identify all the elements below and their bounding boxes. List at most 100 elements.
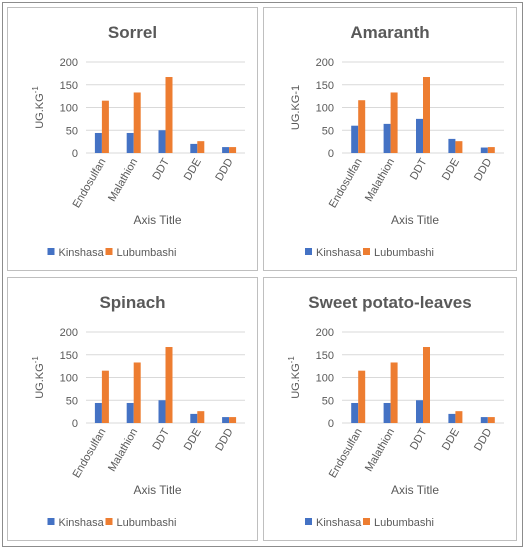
chart-panel-sweet-potato-leaves: Sweet potato-leaves 0 50 100 150 200 UG.KG-1 En…	[263, 277, 517, 541]
y-tick-label: 50	[322, 125, 334, 137]
y-tick-label: 150	[316, 80, 334, 92]
y-tick-label: 50	[66, 395, 78, 407]
chart-title: Amaranth	[350, 23, 429, 42]
y-tick-label: 50	[322, 395, 334, 407]
bar-lubumbashi-malathion	[133, 362, 141, 423]
figure-frame: Sorrel 0 50 100 150 200 UG.KG-1 Endosulfan Malat…	[2, 2, 523, 547]
y-tick-label: 100	[60, 103, 78, 115]
y-axis-label: UG.KG-1	[290, 85, 302, 130]
y-tick-label: 200	[60, 327, 78, 339]
bar-lubumbashi-endosulfan	[101, 370, 109, 423]
bar-kinshasa-ddt	[416, 400, 423, 423]
legend-label-lubumbashi: Lubumbashi	[117, 247, 177, 259]
bar-kinshasa-ddd	[222, 147, 230, 153]
chart-svg: Amaranth 0 50 100 150 200 UG.KG-1 EndosulfanMal…	[290, 23, 504, 259]
chart-svg: Sweet potato-leaves 0 50 100 150 200 UG.KG-1 En…	[287, 293, 504, 529]
legend-label-kinshasa: Kinshasa	[59, 517, 105, 529]
bar-lubumbashi-malathion	[390, 92, 398, 153]
y-axis-label-text: UG.KG	[290, 363, 302, 398]
y-axis-label-superscript: -1	[287, 356, 296, 364]
chart-title: Sweet potato-leaves	[308, 293, 471, 312]
chart-title: Spinach	[99, 293, 165, 312]
y-tick-label: 50	[66, 125, 78, 137]
y-axis-label: UG.KG-1	[31, 86, 46, 129]
y-tick-label: 150	[60, 350, 78, 362]
y-axis-label-text: UG.KG	[34, 93, 46, 128]
bar-kinshasa-dde	[190, 143, 198, 153]
chart-svg: Spinach 0 50 100 150 200 UG.KG-1 EndosulfanMala…	[31, 293, 245, 529]
bar-lubumbashi-dde	[455, 411, 463, 423]
legend-swatch-lubumbashi	[105, 248, 113, 255]
x-tick-label: Malathion	[106, 157, 140, 204]
bar-lubumbashi-endosulfan	[358, 100, 366, 153]
bar-kinshasa-malathion	[383, 123, 391, 153]
x-tick-label: Malathion	[363, 157, 397, 204]
legend-label-kinshasa: Kinshasa	[316, 517, 362, 529]
bar-kinshasa-endosulfan	[94, 402, 102, 423]
y-tick-label: 150	[316, 350, 334, 362]
y-tick-label: 0	[72, 418, 78, 430]
bar-lubumbashi-dde	[197, 141, 205, 153]
chart-panel-spinach: Spinach 0 50 100 150 200 UG.KG-1 Endosulfan Mala…	[7, 277, 258, 541]
x-axis-title: Axis Title	[133, 213, 181, 227]
x-tick-label: DDE	[440, 427, 462, 453]
bar-kinshasa-endosulfan	[351, 402, 359, 423]
bar-lubumbashi-dde	[455, 141, 463, 153]
x-tick-label: Malathion	[106, 427, 140, 474]
bar-lubumbashi-ddd	[229, 147, 237, 153]
x-tick-label: DDT	[408, 156, 430, 182]
chart-title: Sorrel	[108, 23, 157, 42]
bar-lubumbashi-ddt	[423, 77, 430, 153]
y-axis-label: UG.KG-1	[287, 356, 302, 399]
y-axis-label-text: UG.KG-1	[290, 85, 302, 130]
x-tick-label: DDD	[472, 426, 494, 453]
legend-swatch-lubumbashi	[363, 518, 370, 525]
bar-lubumbashi-ddt	[423, 347, 430, 423]
x-tick-label: Endosulfan	[327, 427, 365, 481]
y-axis-label-text: UG.KG	[34, 363, 46, 398]
x-tick-label: Endosulfan	[327, 157, 365, 211]
x-axis-title: Axis Title	[391, 483, 439, 497]
bar-kinshasa-ddt	[158, 130, 166, 153]
y-tick-label: 200	[316, 57, 334, 69]
legend-swatch-kinshasa	[305, 518, 312, 525]
x-tick-label: Malathion	[363, 427, 397, 474]
bar-lubumbashi-endosulfan	[358, 370, 366, 423]
x-tick-label: Endosulfan	[71, 157, 109, 211]
y-tick-label: 100	[316, 103, 334, 115]
y-tick-label: 200	[60, 57, 78, 69]
y-axis-label-superscript: -1	[31, 86, 40, 94]
y-tick-label: 200	[316, 327, 334, 339]
bar-kinshasa-dde	[190, 413, 198, 423]
bar-lubumbashi-ddd	[487, 147, 495, 153]
x-tick-label: DDE	[440, 157, 462, 183]
legend-label-kinshasa: Kinshasa	[316, 247, 362, 259]
legend-swatch-lubumbashi	[105, 518, 113, 525]
bar-kinshasa-dde	[448, 413, 456, 423]
y-axis-label: UG.KG-1	[31, 356, 46, 399]
legend-label-lubumbashi: Lubumbashi	[374, 247, 434, 259]
y-tick-label: 150	[60, 80, 78, 92]
bar-lubumbashi-ddd	[487, 417, 495, 423]
y-axis-label-superscript: -1	[31, 356, 40, 364]
y-tick-label: 100	[316, 373, 334, 385]
legend-swatch-kinshasa	[47, 518, 55, 525]
bar-lubumbashi-ddt	[165, 77, 173, 153]
x-tick-label: DDD	[213, 156, 235, 183]
chart-svg: Sorrel 0 50 100 150 200 UG.KG-1 EndosulfanMalat…	[31, 23, 245, 259]
x-tick-label: Endosulfan	[71, 427, 109, 481]
bar-kinshasa-dde	[448, 138, 456, 153]
bar-kinshasa-malathion	[126, 402, 134, 423]
bar-kinshasa-ddd	[480, 417, 488, 423]
bar-kinshasa-endosulfan	[94, 132, 102, 153]
x-tick-label: DDT	[150, 156, 172, 182]
bar-kinshasa-ddt	[158, 400, 166, 423]
legend-swatch-kinshasa	[47, 248, 55, 255]
bar-lubumbashi-endosulfan	[101, 100, 109, 153]
bar-lubumbashi-malathion	[133, 92, 141, 153]
x-axis-title: Axis Title	[133, 483, 181, 497]
y-tick-label: 100	[60, 373, 78, 385]
x-axis-title: Axis Title	[391, 213, 439, 227]
legend-swatch-kinshasa	[305, 248, 312, 255]
legend-label-kinshasa: Kinshasa	[59, 247, 105, 259]
